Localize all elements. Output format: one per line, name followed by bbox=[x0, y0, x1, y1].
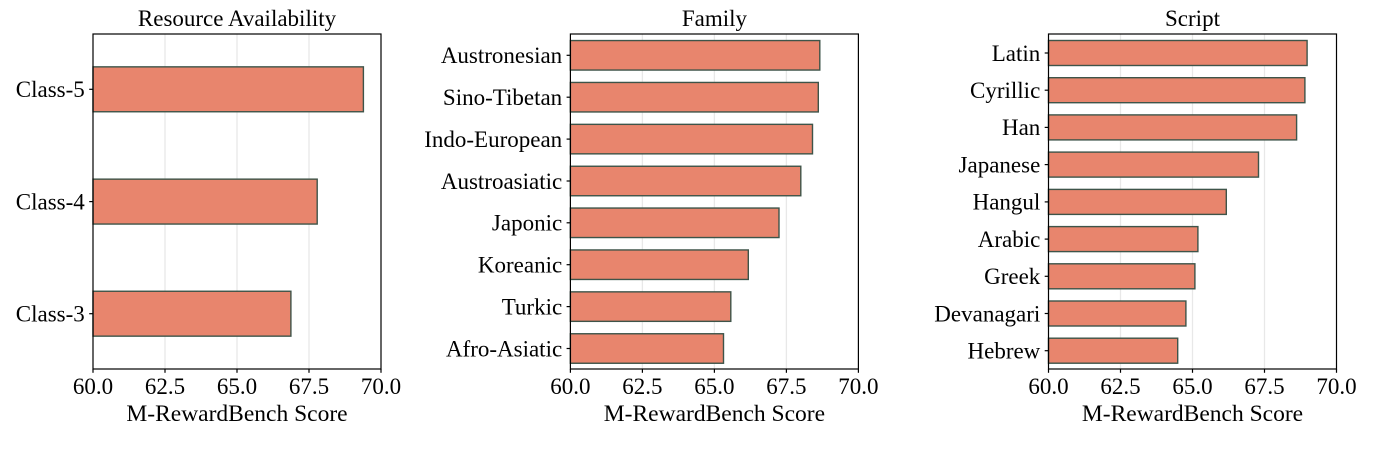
svg-text:Japonic: Japonic bbox=[492, 211, 562, 236]
svg-text:60.0: 60.0 bbox=[550, 374, 590, 399]
svg-text:62.5: 62.5 bbox=[145, 374, 185, 399]
svg-text:65.0: 65.0 bbox=[217, 374, 257, 399]
svg-text:Greek: Greek bbox=[984, 264, 1041, 289]
svg-text:Austroasiatic: Austroasiatic bbox=[441, 169, 562, 194]
svg-text:Japanese: Japanese bbox=[959, 152, 1041, 177]
svg-text:Devanagari: Devanagari bbox=[934, 301, 1040, 326]
svg-text:Han: Han bbox=[1002, 115, 1041, 140]
svg-text:60.0: 60.0 bbox=[1028, 374, 1068, 399]
svg-text:62.5: 62.5 bbox=[1100, 374, 1140, 399]
svg-text:67.5: 67.5 bbox=[1244, 374, 1284, 399]
svg-text:65.0: 65.0 bbox=[694, 374, 734, 399]
svg-text:60.0: 60.0 bbox=[73, 374, 113, 399]
svg-text:67.5: 67.5 bbox=[766, 374, 806, 399]
svg-text:M-RewardBench Score: M-RewardBench Score bbox=[126, 401, 347, 427]
svg-text:65.0: 65.0 bbox=[1172, 374, 1212, 399]
svg-text:Latin: Latin bbox=[992, 41, 1041, 66]
svg-text:Turkic: Turkic bbox=[502, 294, 563, 319]
svg-text:Indo-European: Indo-European bbox=[424, 127, 562, 152]
svg-text:Class-4: Class-4 bbox=[16, 189, 86, 214]
svg-text:Class-3: Class-3 bbox=[16, 302, 85, 327]
svg-text:Hangul: Hangul bbox=[973, 190, 1041, 215]
svg-text:Class-5: Class-5 bbox=[16, 77, 85, 102]
svg-text:Austronesian: Austronesian bbox=[441, 43, 563, 68]
svg-text:Family: Family bbox=[682, 6, 748, 31]
svg-text:M-RewardBench Score: M-RewardBench Score bbox=[604, 401, 825, 427]
svg-text:Arabic: Arabic bbox=[978, 227, 1041, 252]
svg-text:M-RewardBench Score: M-RewardBench Score bbox=[1082, 401, 1303, 427]
svg-text:Koreanic: Koreanic bbox=[478, 253, 562, 278]
svg-text:Afro-Asiatic: Afro-Asiatic bbox=[446, 336, 562, 361]
svg-text:70.0: 70.0 bbox=[361, 374, 401, 399]
svg-text:62.5: 62.5 bbox=[622, 374, 662, 399]
svg-text:Cyrillic: Cyrillic bbox=[970, 78, 1040, 103]
svg-text:Resource Availability: Resource Availability bbox=[138, 6, 337, 31]
svg-text:70.0: 70.0 bbox=[838, 374, 878, 399]
svg-text:70.0: 70.0 bbox=[1316, 374, 1356, 399]
svg-text:Sino-Tibetan: Sino-Tibetan bbox=[443, 85, 563, 110]
svg-text:67.5: 67.5 bbox=[289, 374, 329, 399]
svg-text:Hebrew: Hebrew bbox=[968, 339, 1041, 364]
svg-text:Script: Script bbox=[1165, 6, 1221, 31]
